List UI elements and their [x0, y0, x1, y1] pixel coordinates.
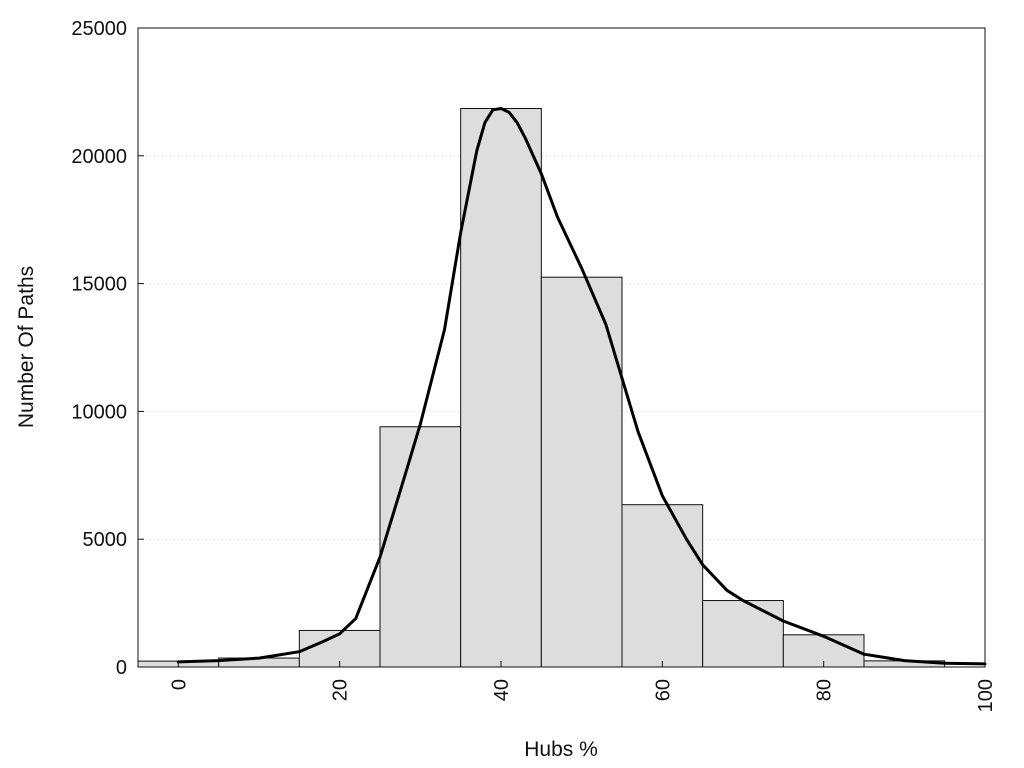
plot-frame — [137, 27, 986, 668]
density-curve-layer — [176, 107, 987, 666]
histogram-bar — [702, 600, 784, 668]
y-tick-label: 20000 — [71, 146, 127, 168]
y-tick-label: 15000 — [71, 274, 127, 296]
y-tick-label: 5000 — [83, 529, 128, 551]
x-axis-title: Hubs % — [524, 738, 598, 761]
y-tick-label: 25000 — [71, 18, 127, 40]
x-tick-label: 80 — [814, 679, 836, 701]
histogram-bar — [621, 504, 704, 668]
y-axis-title: Number Of Paths — [15, 266, 38, 428]
histogram-bar — [460, 108, 542, 668]
x-tick-label: 40 — [491, 679, 513, 701]
bars — [137, 108, 946, 668]
histogram-bar — [540, 276, 623, 668]
x-tick-label: 0 — [168, 679, 190, 690]
axis-ticks: 0 5000 10000 15000 20000 25000 0 20 40 60 80 100 — [71, 18, 997, 712]
x-tick-label: 20 — [330, 679, 352, 701]
density-curve — [176, 107, 987, 666]
histogram-bar — [298, 629, 381, 668]
x-tick-label: 100 — [975, 679, 997, 712]
y-tick-label: 0 — [116, 657, 127, 679]
histogram-bar — [379, 426, 462, 668]
y-tick-label: 10000 — [71, 401, 127, 423]
x-tick-label: 60 — [652, 679, 674, 701]
